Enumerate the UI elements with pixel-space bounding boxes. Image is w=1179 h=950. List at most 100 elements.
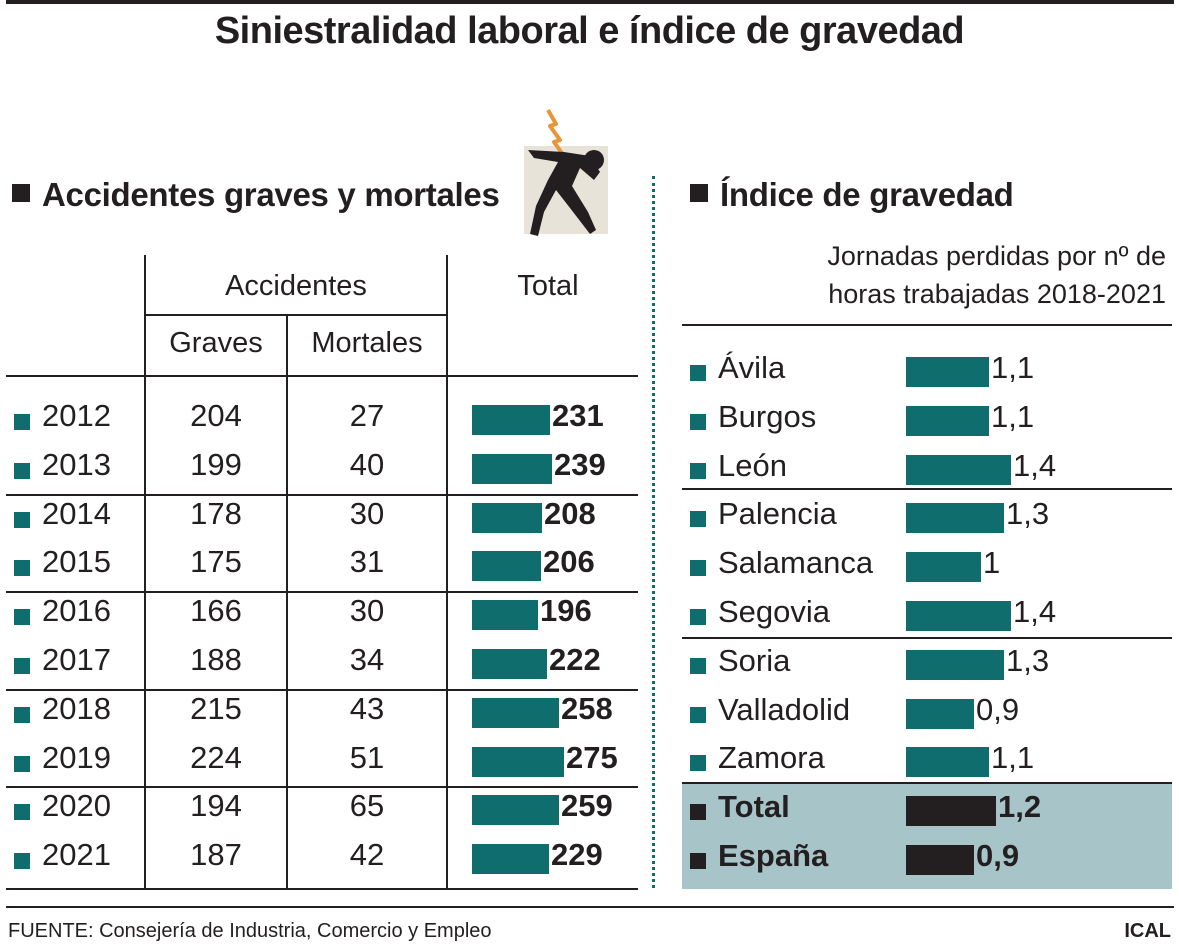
total-value: 208 bbox=[544, 495, 596, 531]
index-value: 1,1 bbox=[991, 398, 1035, 434]
year-cell: 2013 bbox=[42, 446, 111, 482]
year-cell: 2017 bbox=[42, 642, 111, 677]
table-row: 2018 215 43 258 bbox=[0, 691, 650, 740]
total-value: 231 bbox=[552, 398, 604, 433]
top-rule bbox=[6, 0, 1174, 4]
year-cell: 2016 bbox=[42, 593, 111, 629]
index-bar bbox=[906, 552, 981, 583]
total-bar bbox=[472, 844, 549, 875]
table-divider bbox=[144, 255, 146, 889]
table-divider bbox=[446, 255, 448, 889]
year-cell: 2012 bbox=[42, 398, 111, 433]
index-bar bbox=[906, 454, 1011, 485]
index-value: 1,4 bbox=[1013, 447, 1057, 483]
total-bar bbox=[472, 600, 538, 631]
right-header-rule bbox=[682, 324, 1172, 326]
row-bullet-icon bbox=[14, 853, 30, 870]
group-divider bbox=[682, 637, 1172, 639]
total-bar bbox=[472, 405, 550, 435]
total-bar bbox=[472, 502, 542, 533]
province-row: Segovia 1,4 bbox=[682, 594, 1172, 643]
province-row: León 1,4 bbox=[682, 448, 1172, 497]
graves-cell: 178 bbox=[190, 495, 242, 531]
square-bullet-icon bbox=[690, 184, 708, 202]
table-row: 2012 204 27 231 bbox=[0, 398, 650, 447]
year-cell: 2014 bbox=[42, 495, 111, 531]
province-name: Burgos bbox=[718, 398, 817, 434]
year-cell: 2018 bbox=[42, 690, 111, 726]
year-cell: 2021 bbox=[42, 837, 111, 873]
province-row: Valladolid 0,9 bbox=[682, 692, 1172, 741]
row-bullet-icon bbox=[14, 609, 30, 626]
footer-rule bbox=[6, 906, 1174, 908]
row-bullet-icon bbox=[690, 609, 706, 625]
mortales-cell: 42 bbox=[349, 837, 385, 873]
index-bar bbox=[906, 845, 974, 875]
row-bullet-icon bbox=[14, 511, 30, 528]
total-value: 206 bbox=[543, 544, 595, 580]
province-name: Palencia bbox=[718, 496, 837, 532]
graves-cell: 215 bbox=[190, 690, 242, 726]
index-bar bbox=[906, 503, 1004, 534]
table-row: 2016 166 30 196 bbox=[0, 593, 650, 642]
graves-cell: 204 bbox=[190, 398, 242, 433]
graves-cell: 199 bbox=[190, 446, 242, 482]
table-row: 2014 178 30 208 bbox=[0, 496, 650, 545]
table-row: 2020 194 65 259 bbox=[0, 788, 650, 837]
index-value: 1,1 bbox=[991, 350, 1035, 385]
table-row: 2021 187 42 229 bbox=[0, 837, 650, 886]
credit: ICAL bbox=[1124, 920, 1171, 942]
row-bullet-icon bbox=[14, 462, 30, 479]
row-bullet-icon bbox=[690, 365, 706, 381]
row-bullet-icon bbox=[14, 755, 30, 772]
province-name: España bbox=[718, 838, 829, 873]
graves-cell: 194 bbox=[190, 788, 242, 824]
mortales-cell: 27 bbox=[349, 398, 385, 433]
index-bar bbox=[906, 747, 989, 778]
index-bar bbox=[906, 357, 989, 387]
row-bullet-icon bbox=[690, 657, 706, 674]
source-note: FUENTE: Consejería de Industria, Comerci… bbox=[8, 920, 492, 942]
row-bullet-icon bbox=[690, 853, 706, 869]
square-bullet-icon bbox=[12, 184, 30, 202]
page-title: Siniestralidad laboral e índice de grave… bbox=[214, 10, 965, 52]
province-row: Burgos 1,1 bbox=[682, 399, 1172, 448]
year-cell: 2019 bbox=[42, 739, 111, 775]
province-row: Ávila 1,1 bbox=[682, 350, 1172, 399]
group-divider bbox=[682, 488, 1172, 490]
province-name: León bbox=[718, 447, 787, 483]
total-bar bbox=[472, 795, 559, 826]
total-value: 222 bbox=[549, 642, 601, 677]
total-value: 258 bbox=[561, 690, 613, 726]
header-rule bbox=[6, 375, 638, 377]
province-row: Soria 1,3 bbox=[682, 643, 1172, 692]
header-total: Total bbox=[517, 270, 579, 302]
index-bar bbox=[906, 405, 989, 436]
total-value: 259 bbox=[561, 788, 613, 824]
total-row: Total 1,2 bbox=[682, 789, 1172, 838]
right-subtitle: Jornadas perdidas por nº de horas trabaj… bbox=[700, 237, 1166, 313]
total-value: 196 bbox=[540, 593, 592, 629]
worker-icon bbox=[514, 108, 610, 240]
left-section-title-text: Accidentes graves y mortales bbox=[42, 176, 500, 213]
subtitle-line-2: horas trabajadas 2018-2021 bbox=[828, 279, 1166, 309]
province-name: Soria bbox=[718, 642, 791, 678]
index-value: 1,3 bbox=[1006, 496, 1050, 532]
year-cell: 2020 bbox=[42, 788, 111, 824]
group-divider bbox=[6, 688, 638, 691]
graves-cell: 188 bbox=[190, 642, 242, 677]
row-bullet-icon bbox=[14, 658, 30, 674]
index-bar bbox=[906, 649, 1004, 680]
province-name: Zamora bbox=[718, 740, 825, 776]
index-bar bbox=[906, 698, 974, 729]
header-mortales: Mortales bbox=[311, 327, 423, 359]
row-bullet-icon bbox=[690, 706, 706, 723]
row-bullet-icon bbox=[14, 706, 30, 723]
table-bottom-rule bbox=[6, 888, 638, 890]
total-bar bbox=[472, 649, 547, 679]
group-divider bbox=[6, 591, 638, 594]
total-value: 275 bbox=[566, 739, 618, 775]
left-section-title: Accidentes graves y mortales bbox=[12, 176, 500, 214]
province-row: Zamora 1,1 bbox=[682, 740, 1172, 789]
index-value: 1,4 bbox=[1013, 594, 1057, 629]
